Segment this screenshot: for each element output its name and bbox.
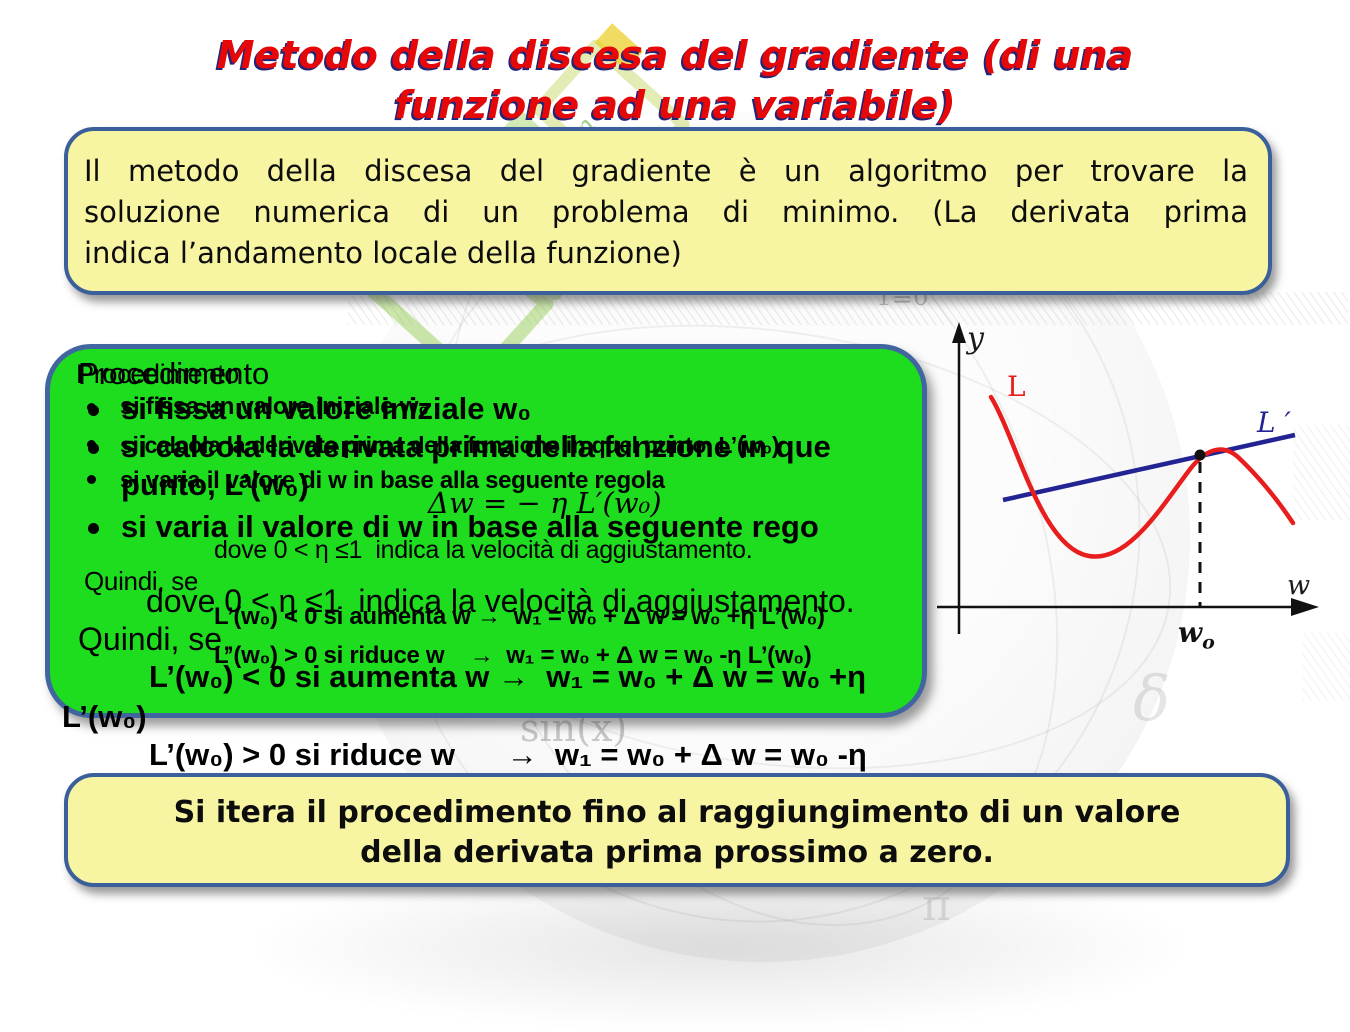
w0-label-subscript: o bbox=[1202, 631, 1215, 654]
curve-label: L bbox=[1007, 370, 1026, 403]
w0-axis-label: wo bbox=[1178, 616, 1215, 654]
watermark-formula-delta: δ bbox=[1133, 662, 1171, 735]
intro-text-line: Il metodo della discesa del gradiente è … bbox=[84, 154, 1248, 188]
watermark-formula-pi: π bbox=[922, 880, 951, 931]
procedure-large-bullet-3: si varia il valore di w in base alla seg… bbox=[121, 509, 819, 544]
procedure-large-case-increase-line-1: L’(w₀) < 0 si aumenta w → w₁ = w₀ + Δ w … bbox=[149, 659, 867, 694]
conclusion-text-line: Si itera il procedimento fino al raggiun… bbox=[173, 795, 1181, 830]
procedure-small-case-increase: L’(w₀) < 0 si aumenta w → w₁ = w₀ + Δ w … bbox=[214, 603, 825, 630]
procedure-small-bullet-1: si fissa un valore iniziale w₀ bbox=[120, 393, 429, 420]
watermark-hatch-patch bbox=[1303, 633, 1350, 701]
procedure-small-quindi: Quindi, se bbox=[84, 566, 199, 596]
procedure-large-case-decrease: L’(w₀) > 0 si riduce w → w₁ = w₀ + Δ w =… bbox=[149, 737, 867, 772]
bullet-dot bbox=[87, 475, 96, 484]
x-axis-arrow bbox=[1291, 598, 1319, 616]
bullet-dot bbox=[88, 523, 99, 534]
tangent-point bbox=[1194, 449, 1206, 461]
function-graph: y w L L ′ wo bbox=[923, 316, 1335, 664]
tangent-line bbox=[1002, 432, 1296, 503]
slide-title-line-1: Metodo della discesa del gradiente (di u… bbox=[216, 33, 1134, 77]
x-axis-label: w bbox=[1287, 570, 1310, 601]
procedure-large-bullet-2-line-2: punto, L’(w₀) bbox=[121, 467, 309, 502]
watermark-shadow bbox=[240, 862, 1200, 1032]
intro-box: Il metodo della discesa del gradiente è … bbox=[64, 127, 1272, 295]
graph-canvas: y w L L ′ bbox=[937, 321, 1319, 634]
procedure-large-quindi: Quindi, se, bbox=[78, 621, 231, 657]
conclusion-box: Si itera il procedimento fino al raggiun… bbox=[64, 773, 1290, 887]
procedure-large-bullet-1: si fissa un valore iniziale w₀ bbox=[121, 391, 532, 426]
procedure-small-heading: Procedimento bbox=[76, 359, 239, 389]
procedure-small-case-decrease: L’(w₀) > 0 si riduce w → w₁ = w₀ + Δ w =… bbox=[214, 642, 812, 669]
bullet-dot bbox=[88, 443, 99, 454]
watermark-hatch-patch bbox=[1293, 425, 1350, 520]
procedure-small-dove: dove 0 < η ≤1 indica la velocità di aggi… bbox=[214, 536, 753, 564]
w0-label-base: w bbox=[1178, 616, 1203, 649]
intro-text-line: indica l’andamento locale della funzione… bbox=[84, 236, 682, 270]
delta-w-formula: Δw = − η L′(w₀) bbox=[428, 486, 662, 520]
intro-text-line: soluzione numerica di un problema di min… bbox=[84, 195, 1248, 229]
conclusion-text-line: della derivata prima prossimo a zero. bbox=[360, 835, 994, 870]
procedure-large-heading: Procedimento bbox=[78, 356, 270, 391]
procedure-box bbox=[45, 344, 927, 718]
slide-title-line-2: funzione ad una variabile) bbox=[394, 83, 956, 127]
procedure-small-bullet-3: si varia il valore di w in base alla seg… bbox=[120, 467, 665, 494]
y-axis-label: y bbox=[965, 321, 985, 356]
procedure-large-dove: dove 0 < η ≤1 indica la velocità di aggi… bbox=[146, 583, 855, 619]
procedure-large-case-increase-line-2: L’(w₀) bbox=[62, 699, 147, 734]
watermark-hatch-band bbox=[348, 292, 1348, 325]
bullet-dot bbox=[88, 405, 99, 416]
procedure-small-bullet-2: si calcola la derivata prima della funzi… bbox=[120, 432, 780, 458]
y-axis-arrow bbox=[952, 322, 966, 343]
tangent-label: L ′ bbox=[1256, 406, 1291, 439]
loss-curve bbox=[988, 394, 1296, 559]
procedure-large-bullet-2-line-1: si calcola la derivata prima della funzi… bbox=[121, 429, 831, 464]
